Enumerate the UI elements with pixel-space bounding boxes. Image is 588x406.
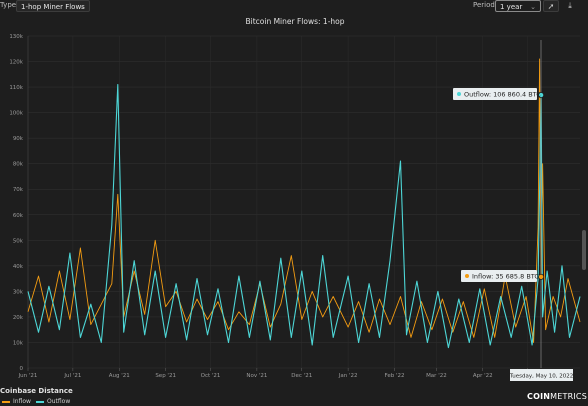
- legend-label-outflow: Outflow: [47, 398, 71, 405]
- x-tick-label: Jul '21: [63, 373, 81, 379]
- y-tick-label: 50k: [13, 238, 24, 244]
- x-tick-label: Aug '21: [109, 373, 130, 379]
- chart-title: Bitcoin Miner Flows: 1-hop: [245, 17, 344, 26]
- legend-swatch-inflow: [2, 400, 10, 403]
- scrollbar-thumb[interactable]: [582, 230, 586, 270]
- x-tick-label: Jun '21: [18, 373, 38, 379]
- y-tick-label: 0: [20, 366, 24, 372]
- outflow-tooltip: Outflow: 106 860.4 BTC: [453, 88, 541, 100]
- y-tick-label: 40k: [13, 264, 24, 270]
- y-tick-label: 110k: [9, 85, 23, 91]
- y-tick-label: 120k: [9, 60, 23, 66]
- outflow-tooltip-text: Outflow: 106 860.4 BTC: [464, 91, 541, 99]
- x-tick-label: Sep '21: [155, 373, 176, 379]
- miner-flows-chart[interactable]: Bitcoin Miner Flows: 1-hop 0 10k 20k 30k 40k…: [0, 0, 588, 386]
- date-tooltip-text: Tuesday, May 10, 2022: [509, 374, 573, 380]
- period-label: Period:: [473, 1, 498, 9]
- toolbar: Type: 1-hop Miner Flows ⌄ Period: 1 year…: [0, 0, 588, 14]
- x-tick-label: Dec '21: [291, 373, 312, 379]
- inflow-tooltip: Inflow: 35 685.8 BTC: [461, 270, 539, 282]
- inflow-tooltip-dot-icon: [465, 274, 469, 278]
- x-axis: Jun '21 Jul '21 Aug '21 Sep '21 Oct '21 Nov '…: [18, 368, 538, 379]
- coinmetrics-logo: COINMETRICS: [527, 392, 587, 401]
- y-tick-label: 130k: [9, 34, 23, 40]
- series-line-outflow: [27, 83, 581, 349]
- y-tick-label: 80k: [13, 162, 24, 168]
- x-tick-label: Jan '22: [338, 373, 358, 379]
- date-tooltip: Tuesday, May 10, 2022: [509, 369, 573, 381]
- legend-item-outflow[interactable]: Outflow: [36, 398, 70, 405]
- y-tick-label: 30k: [13, 289, 24, 295]
- series-line-inflow: [27, 58, 581, 343]
- hover-point-inflow: [538, 273, 545, 280]
- period-select-value: 1 year: [500, 3, 523, 11]
- x-tick-label: Apr '22: [473, 373, 493, 379]
- brush-tool-button[interactable]: ➚: [543, 0, 559, 12]
- legend-label-inflow: Inflow: [13, 398, 31, 405]
- chevron-down-icon: ⌄: [530, 3, 536, 11]
- hover-point-outflow: [538, 92, 545, 99]
- y-tick-label: 10k: [13, 340, 24, 346]
- y-tick-label: 70k: [13, 187, 24, 193]
- type-label: Type:: [0, 1, 19, 9]
- legend-swatch-outflow: [36, 400, 44, 403]
- y-tick-label: 100k: [9, 111, 23, 117]
- chevron-down-icon: ⌄: [79, 3, 85, 11]
- period-select[interactable]: 1 year ⌄: [495, 0, 541, 12]
- download-icon: ⤓: [568, 1, 572, 10]
- grid-lines: [27, 35, 580, 369]
- download-button[interactable]: ⤓: [562, 0, 578, 12]
- outflow-tooltip-dot-icon: [457, 92, 461, 96]
- y-tick-label: 60k: [13, 213, 24, 219]
- hover-markers: [538, 92, 545, 280]
- series-lines: [27, 58, 581, 349]
- inflow-tooltip-text: Inflow: 35 685.8 BTC: [472, 273, 539, 281]
- brush-icon: ➚: [547, 2, 555, 11]
- x-tick-label: Mar '22: [426, 373, 447, 379]
- y-tick-label: 90k: [13, 136, 24, 142]
- legend-title: Coinbase Distance: [0, 387, 73, 395]
- type-select[interactable]: 1-hop Miner Flows ⌄: [16, 0, 90, 12]
- type-select-value: 1-hop Miner Flows: [21, 3, 85, 11]
- x-tick-label: Feb '22: [385, 373, 405, 379]
- y-axis: 0 10k 20k 30k 40k 50k 60k 70k 80k 90k 100k 110k 120k…: [9, 34, 29, 372]
- y-tick-label: 20k: [13, 315, 24, 321]
- x-tick-label: Nov '21: [246, 373, 267, 379]
- x-tick-label: Oct '21: [201, 373, 221, 379]
- legend-item-inflow[interactable]: Inflow: [2, 398, 31, 405]
